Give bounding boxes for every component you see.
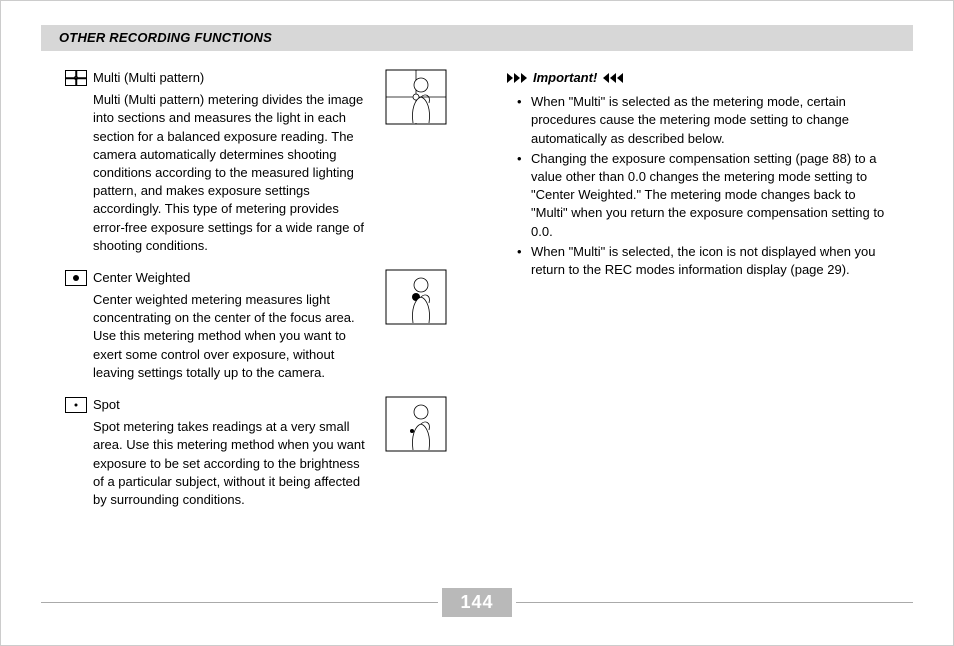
mode-center: Center Weighted Center weighted metering… — [65, 269, 447, 382]
important-label: Important! — [533, 69, 597, 87]
footer-rule-left — [41, 602, 438, 603]
mode-center-illustration — [385, 269, 447, 325]
spot-icon — [65, 397, 87, 413]
mode-multi-label: Multi (Multi pattern) — [93, 69, 204, 87]
mode-multi-title: Multi (Multi pattern) — [65, 69, 373, 87]
page-number: 144 — [442, 588, 511, 617]
mode-center-text: Center Weighted Center weighted metering… — [65, 269, 385, 382]
mode-spot-text: Spot Spot metering takes readings at a v… — [65, 396, 385, 509]
mode-spot-body: Spot metering takes readings at a very s… — [65, 418, 373, 509]
left-column: Multi (Multi pattern) Multi (Multi patte… — [65, 69, 477, 523]
mode-multi-illustration — [385, 69, 447, 125]
important-notes: When "Multi" is selected as the metering… — [507, 93, 889, 279]
mode-multi: Multi (Multi pattern) Multi (Multi patte… — [65, 69, 447, 255]
note-item: Changing the exposure compensation setti… — [521, 150, 889, 241]
arrow-left-icon — [603, 73, 623, 83]
mode-spot-label: Spot — [93, 396, 120, 414]
note-item: When "Multi" is selected as the metering… — [521, 93, 889, 148]
page-footer: 144 — [41, 588, 913, 617]
mode-multi-body: Multi (Multi pattern) metering divides t… — [65, 91, 373, 255]
important-heading: Important! — [507, 69, 889, 87]
mode-center-label: Center Weighted — [93, 269, 190, 287]
mode-spot-title: Spot — [65, 396, 373, 414]
content-columns: Multi (Multi pattern) Multi (Multi patte… — [41, 69, 913, 523]
right-column: Important! When "Multi" is selected as t… — [477, 69, 889, 523]
multi-pattern-icon — [65, 70, 87, 86]
center-weighted-icon — [65, 270, 87, 286]
manual-page: OTHER RECORDING FUNCTIONS Multi (Multi p… — [0, 0, 954, 646]
footer-rule-right — [516, 602, 913, 603]
note-item: When "Multi" is selected, the icon is no… — [521, 243, 889, 279]
mode-spot-illustration — [385, 396, 447, 452]
mode-center-body: Center weighted metering measures light … — [65, 291, 373, 382]
section-title: OTHER RECORDING FUNCTIONS — [59, 30, 272, 45]
mode-multi-text: Multi (Multi pattern) Multi (Multi patte… — [65, 69, 385, 255]
mode-center-title: Center Weighted — [65, 269, 373, 287]
mode-spot: Spot Spot metering takes readings at a v… — [65, 396, 447, 509]
arrow-right-icon — [507, 73, 527, 83]
section-header: OTHER RECORDING FUNCTIONS — [41, 25, 913, 51]
